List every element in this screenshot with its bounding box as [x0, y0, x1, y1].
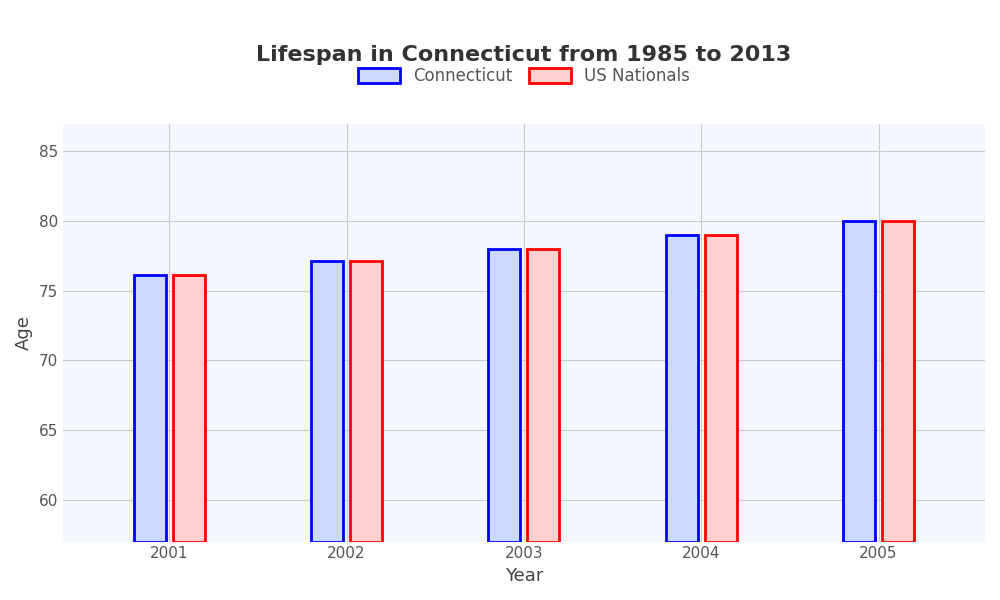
Legend: Connecticut, US Nationals: Connecticut, US Nationals	[351, 61, 696, 92]
Y-axis label: Age: Age	[15, 315, 33, 350]
X-axis label: Year: Year	[505, 567, 543, 585]
Bar	[134, 275, 166, 542]
Bar	[311, 262, 343, 542]
Bar	[350, 262, 382, 542]
Bar	[666, 235, 698, 542]
Bar	[527, 249, 559, 542]
Bar	[173, 275, 205, 542]
Bar	[882, 221, 914, 542]
Bar	[843, 221, 875, 542]
Bar	[488, 249, 520, 542]
Bar	[705, 235, 737, 542]
Title: Lifespan in Connecticut from 1985 to 2013: Lifespan in Connecticut from 1985 to 201…	[256, 45, 792, 65]
